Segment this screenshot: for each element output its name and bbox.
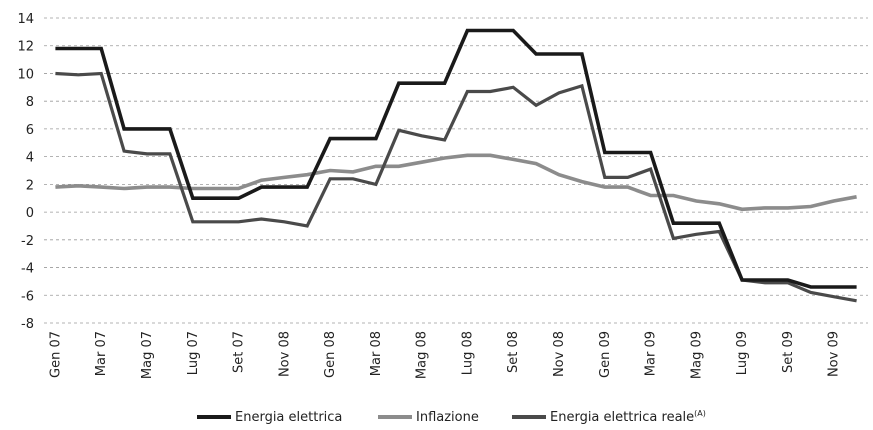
y-tick-label: -4	[21, 262, 34, 277]
y-tick-label: 8	[26, 95, 34, 110]
x-tick-label: Set 07	[232, 331, 247, 373]
x-tick-label: Mar 08	[369, 331, 384, 376]
x-tick-label: Mar 09	[644, 331, 659, 376]
legend-label: Energia elettrica	[235, 410, 342, 425]
x-tick-label: Set 08	[506, 331, 521, 373]
legend-label: Inflazione	[416, 410, 479, 425]
x-tick-label: Lug 08	[460, 331, 475, 375]
y-tick-label: 6	[26, 123, 34, 138]
y-tick-label: 4	[26, 151, 34, 166]
x-tick-label: Mar 07	[94, 331, 109, 376]
y-tick-label: -2	[21, 234, 34, 249]
legend-label-superscript: (A)	[694, 409, 706, 418]
series-line-energia-elettrica	[55, 28, 857, 289]
y-tick-label: 14	[17, 12, 34, 27]
x-tick-label: Lug 07	[186, 331, 201, 375]
y-tick-label: 12	[17, 40, 34, 55]
x-tick-label: Mag 09	[689, 331, 704, 379]
series-lines	[55, 28, 857, 303]
series-line-energia-elettrica-reale	[55, 71, 857, 303]
y-tick-label: -6	[21, 289, 34, 304]
x-tick-label: Nov 08	[552, 331, 567, 377]
y-tick-label: 10	[17, 67, 34, 82]
x-tick-label: Set 09	[781, 331, 796, 373]
x-tick-label: Gen 07	[48, 331, 63, 378]
x-tick-label: Lug 09	[735, 331, 750, 375]
x-axis: Gen 07 Mar 07 Mag 07 Lug 07 Set 07 Nov 08 Gen …	[48, 331, 841, 379]
x-tick-label: Mag 08	[415, 331, 430, 379]
y-axis: 14 12 10 8 6 4 2 0 -2 -4 -6 -8	[17, 12, 34, 332]
x-tick-label: Gen 09	[598, 331, 613, 378]
x-tick-label: Nov 09	[827, 331, 842, 377]
y-tick-label: 2	[26, 178, 34, 193]
x-tick-label: Nov 08	[277, 331, 292, 377]
y-tick-label: -8	[21, 317, 34, 332]
x-tick-label: Mag 07	[140, 331, 155, 379]
legend-label: Energia elettrica reale(A)	[550, 409, 706, 425]
grid-lines	[44, 17, 868, 324]
legend: Energia elettrica Inflazione Energia elett…	[197, 409, 706, 425]
x-tick-label: Gen 08	[323, 331, 338, 378]
y-tick-label: 0	[26, 206, 34, 221]
series-line-inflazione	[55, 153, 857, 212]
